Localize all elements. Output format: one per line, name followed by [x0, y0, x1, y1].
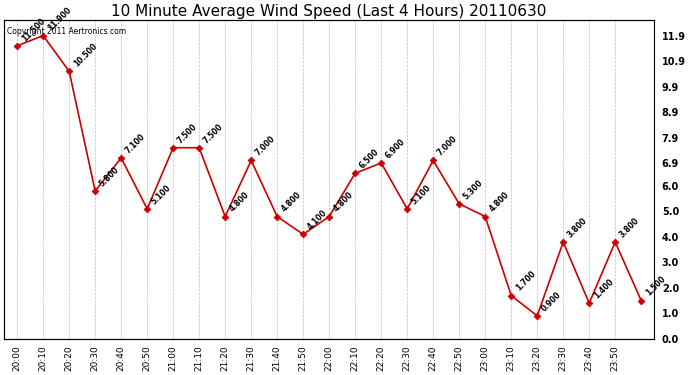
Text: 11.500: 11.500	[20, 16, 47, 43]
Text: 1.400: 1.400	[592, 277, 615, 300]
Text: 7.500: 7.500	[176, 122, 199, 145]
Text: 4.800: 4.800	[332, 190, 355, 214]
Text: 5.100: 5.100	[150, 183, 173, 206]
Text: 5.800: 5.800	[98, 165, 121, 188]
Text: 4.800: 4.800	[488, 190, 511, 214]
Text: 0.900: 0.900	[540, 290, 563, 313]
Text: Copyright 2011 Aertronics.com: Copyright 2011 Aertronics.com	[8, 27, 126, 36]
Text: 5.300: 5.300	[462, 178, 485, 201]
Text: 6.900: 6.900	[384, 137, 407, 160]
Text: 5.100: 5.100	[410, 183, 433, 206]
Text: 7.000: 7.000	[254, 134, 277, 158]
Text: 1.700: 1.700	[514, 269, 538, 293]
Text: 4.800: 4.800	[280, 190, 304, 214]
Text: 4.100: 4.100	[306, 209, 329, 232]
Text: 11.900: 11.900	[46, 6, 73, 33]
Text: 3.800: 3.800	[566, 216, 589, 239]
Text: 7.500: 7.500	[202, 122, 225, 145]
Text: 10.500: 10.500	[72, 42, 99, 69]
Text: 6.500: 6.500	[358, 147, 381, 170]
Text: 3.800: 3.800	[618, 216, 641, 239]
Text: 4.800: 4.800	[228, 190, 251, 214]
Text: 7.100: 7.100	[124, 132, 147, 155]
Text: 1.500: 1.500	[644, 274, 667, 298]
Text: 7.000: 7.000	[436, 134, 460, 158]
Title: 10 Minute Average Wind Speed (Last 4 Hours) 20110630: 10 Minute Average Wind Speed (Last 4 Hou…	[112, 4, 547, 19]
